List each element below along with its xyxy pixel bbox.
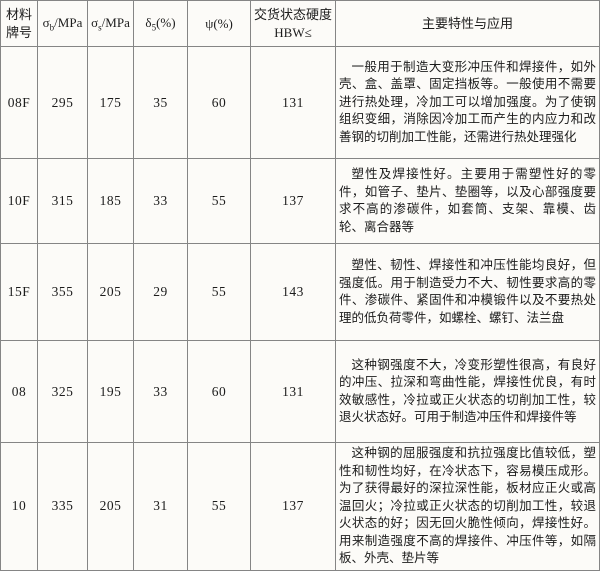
sigma-s-subscript: s xyxy=(98,22,102,33)
delta-symbol: δ xyxy=(145,14,152,30)
cell-yield-strength: 195 xyxy=(87,340,134,443)
cell-grade: 15F xyxy=(0,243,38,341)
sigma-b-symbol: σ xyxy=(42,14,50,30)
cell-features-applications: 塑性、韧性、焊接性和冲压性能均良好，但强度低。用于制造受力不大、韧性要求高的零件… xyxy=(335,243,600,341)
cell-reduction-of-area: 55 xyxy=(187,442,251,571)
column-header-features-applications: 主要特性与应用 xyxy=(335,0,600,47)
delta-subscript: 5 xyxy=(151,22,157,33)
cell-hardness: 143 xyxy=(250,243,336,341)
cell-reduction-of-area: 55 xyxy=(187,243,251,341)
cell-grade: 10 xyxy=(0,442,38,571)
cell-features-applications: 这种钢强度不大，冷变形塑性很高，有良好的冲压、拉深和弯曲性能，焊接性优良，有时效… xyxy=(335,340,600,443)
table-row-08: 08 325 195 33 60 131 这种钢强度不大，冷变形塑性很高，有良好… xyxy=(0,340,600,443)
cell-yield-strength: 175 xyxy=(87,46,134,159)
features-paragraph: 这种钢强度不大，冷变形塑性很高，有良好的冲压、拉深和弯曲性能，焊接性优良，有时效… xyxy=(339,357,596,425)
cell-yield-strength: 185 xyxy=(87,158,134,244)
column-header-yield-strength: σs/MPa xyxy=(87,0,134,47)
column-header-elongation: δ5(%) xyxy=(133,0,188,47)
cell-elongation: 29 xyxy=(133,243,188,341)
features-paragraph: 这种钢的屈服强度和抗拉强度比值较低，塑性和韧性均好，在冷状态下，容易模压成形。为… xyxy=(339,446,596,565)
table-header-row: 材料牌号 σb/MPa σs/MPa δ5(%) ψ(%) 交货状态硬度 HBW… xyxy=(0,0,600,47)
sigma-s-unit: /MPa xyxy=(101,14,130,30)
cell-grade: 10F xyxy=(0,158,38,244)
cell-hardness: 137 xyxy=(250,442,336,571)
cell-tensile-strength: 315 xyxy=(37,158,88,244)
features-paragraph: 塑性、韧性、焊接性和冲压性能均良好，但强度低。用于制造受力不大、韧性要求高的零件… xyxy=(339,258,596,325)
cell-elongation: 35 xyxy=(133,46,188,159)
sigma-b-unit: /MPa xyxy=(54,14,83,30)
cell-grade: 08 xyxy=(0,340,38,443)
cell-reduction-of-area: 55 xyxy=(187,158,251,244)
column-header-reduction-of-area: ψ(%) xyxy=(187,0,251,47)
cell-features-applications: 这种钢的屈服强度和抗拉强度比值较低，塑性和韧性均好，在冷状态下，容易模压成形。为… xyxy=(335,442,600,571)
cell-elongation: 33 xyxy=(133,340,188,443)
column-header-tensile-strength: σb/MPa xyxy=(37,0,88,47)
cell-hardness: 131 xyxy=(250,340,336,443)
cell-tensile-strength: 335 xyxy=(37,442,88,571)
delta-unit: (%) xyxy=(156,14,176,30)
cell-tensile-strength: 295 xyxy=(37,46,88,159)
column-header-delivery-hardness: 交货状态硬度 HBW≤ xyxy=(250,0,336,47)
column-header-material-grade: 材料牌号 xyxy=(0,0,38,47)
table-row-10: 10 335 205 31 55 137 这种钢的屈服强度和抗拉强度比值较低，塑… xyxy=(0,442,600,571)
cell-reduction-of-area: 60 xyxy=(187,340,251,443)
table-row-10F: 10F 315 185 33 55 137 塑性及焊接性好。主要用于需塑性好的零… xyxy=(0,158,600,244)
cell-hardness: 131 xyxy=(250,46,336,159)
cell-elongation: 31 xyxy=(133,442,188,571)
features-paragraph: 一般用于制造大变形冲压件和焊接件，如外壳、盒、盖罩、固定挡板等。一般使用不需要进… xyxy=(339,59,596,144)
table-row-08F: 08F 295 175 35 60 131 一般用于制造大变形冲压件和焊接件，如… xyxy=(0,46,600,159)
table-row-15F: 15F 355 205 29 55 143 塑性、韧性、焊接性和冲压性能均良好，… xyxy=(0,243,600,341)
cell-reduction-of-area: 60 xyxy=(187,46,251,159)
features-paragraph: 塑性及焊接性好。主要用于需塑性好的零件，如管子、垫片、垫圈等，以及心部强度要求不… xyxy=(339,167,596,234)
cell-yield-strength: 205 xyxy=(87,442,134,571)
cell-hardness: 137 xyxy=(250,158,336,244)
cell-grade: 08F xyxy=(0,46,38,159)
cell-tensile-strength: 325 xyxy=(37,340,88,443)
cell-features-applications: 一般用于制造大变形冲压件和焊接件，如外壳、盒、盖罩、固定挡板等。一般使用不需要进… xyxy=(335,46,600,159)
cell-yield-strength: 205 xyxy=(87,243,134,341)
sigma-b-subscript: b xyxy=(49,22,55,33)
cell-features-applications: 塑性及焊接性好。主要用于需塑性好的零件，如管子、垫片、垫圈等，以及心部强度要求不… xyxy=(335,158,600,244)
cell-elongation: 33 xyxy=(133,158,188,244)
cell-tensile-strength: 355 xyxy=(37,243,88,341)
sigma-s-symbol: σ xyxy=(91,14,99,30)
